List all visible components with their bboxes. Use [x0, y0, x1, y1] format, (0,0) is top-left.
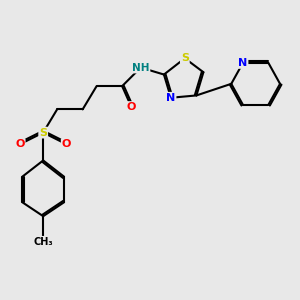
Text: O: O — [62, 139, 71, 149]
Text: NH: NH — [132, 63, 149, 73]
Text: O: O — [127, 102, 136, 112]
Text: O: O — [15, 139, 25, 149]
Text: N: N — [238, 58, 248, 68]
Text: S: S — [181, 53, 189, 63]
Text: CH₃: CH₃ — [33, 237, 53, 247]
Text: N: N — [166, 93, 176, 103]
Text: S: S — [39, 128, 47, 138]
